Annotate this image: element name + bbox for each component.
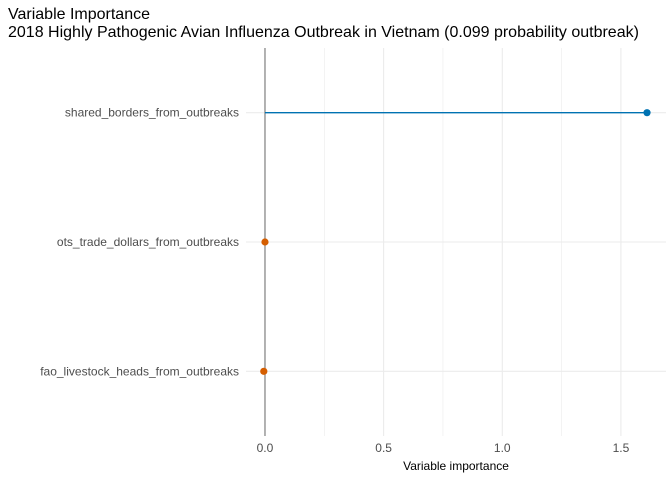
lollipop-marks (260, 109, 651, 375)
x-axis-title: Variable importance (403, 459, 509, 473)
x-tick-label: 0.5 (375, 441, 392, 455)
chart-subtitle: 2018 Highly Pathogenic Avian Influenza O… (8, 24, 639, 41)
lollipop-point (260, 367, 268, 375)
chart-title: Variable Importance (8, 6, 150, 23)
x-tick-label: 1.0 (494, 441, 511, 455)
x-tick-label: 1.5 (613, 441, 630, 455)
grid-lines (246, 48, 666, 436)
lollipop-point (261, 238, 269, 246)
axis-labels: shared_borders_from_outbreaks ots_trade_d… (40, 106, 629, 455)
lollipop-point (643, 109, 651, 117)
y-tick-label: ots_trade_dollars_from_outbreaks (57, 235, 239, 249)
x-tick-label: 0.0 (257, 441, 274, 455)
y-tick-label: fao_livestock_heads_from_outbreaks (40, 364, 239, 378)
y-tick-label: shared_borders_from_outbreaks (65, 106, 239, 120)
